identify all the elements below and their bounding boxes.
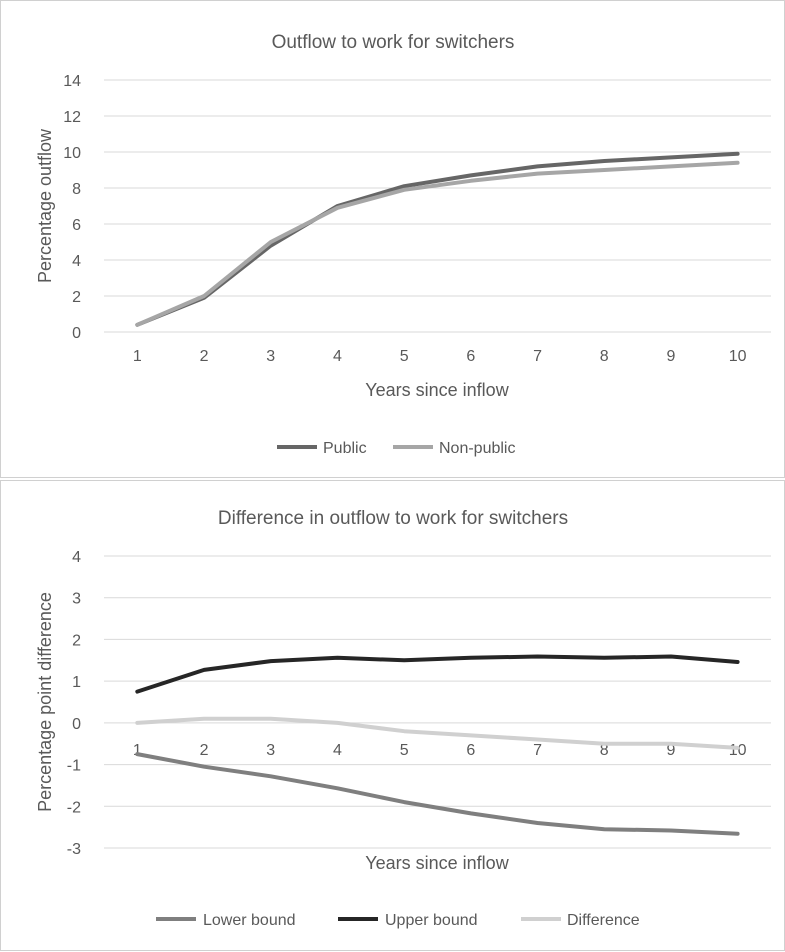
- chart-title: Outflow to work for switchers: [272, 32, 515, 53]
- x-tick-label: 6: [466, 742, 475, 759]
- y-tick-label: -3: [67, 841, 81, 858]
- difference-chart: Difference in outflow to work for switch…: [35, 508, 771, 929]
- y-tick-label: -1: [67, 758, 81, 775]
- y-tick-label: 4: [72, 549, 81, 566]
- legend-label: Public: [323, 440, 367, 457]
- x-tick-label: 2: [200, 742, 209, 759]
- y-tick-label: 2: [72, 632, 81, 649]
- y-tick-label: 10: [63, 145, 81, 162]
- x-tick-label: 7: [533, 742, 542, 759]
- legend-label: Upper bound: [385, 912, 478, 929]
- y-axis-label: Percentage outflow: [35, 128, 55, 283]
- y-tick-label: 8: [72, 181, 81, 198]
- x-tick-label: 8: [600, 742, 609, 759]
- y-tick-label: 0: [72, 325, 81, 342]
- series-line-difference: [135, 716, 740, 750]
- y-tick-label: 1: [72, 674, 81, 691]
- x-tick-label: 5: [400, 348, 409, 365]
- x-axis-label: Years since inflow: [365, 853, 509, 873]
- series-line-upper-bound: [135, 654, 740, 694]
- y-tick-label: 2: [72, 289, 81, 306]
- legend-label: Non-public: [439, 440, 515, 457]
- x-tick-label: 7: [533, 348, 542, 365]
- y-tick-label: -2: [67, 799, 81, 816]
- legend-label: Difference: [567, 912, 640, 929]
- x-tick-label: 6: [466, 348, 475, 365]
- x-tick-label: 9: [666, 742, 675, 759]
- x-tick-label: 2: [200, 348, 209, 365]
- x-axis-label: Years since inflow: [365, 380, 509, 400]
- x-tick-label: 1: [133, 348, 142, 365]
- y-tick-label: 12: [63, 109, 81, 126]
- y-axis-label: Percentage point difference: [35, 592, 55, 812]
- x-tick-label: 10: [729, 348, 747, 365]
- chart-panel-outflow: Outflow to work for switchers 0 2 4 6 8 10 12 14…: [0, 0, 785, 478]
- chart-title: Difference in outflow to work for switch…: [218, 508, 568, 529]
- y-tick-label: 14: [63, 73, 81, 90]
- x-tick-label: 9: [666, 348, 675, 365]
- y-tick-label: 6: [72, 217, 81, 234]
- x-tick-label: 3: [266, 348, 275, 365]
- series-line-lower-bound: [135, 752, 740, 836]
- y-tick-label: 3: [72, 591, 81, 608]
- x-tick-label: 1: [133, 742, 142, 759]
- x-tick-label: 8: [600, 348, 609, 365]
- x-tick-label: 4: [333, 348, 342, 365]
- outflow-chart: Outflow to work for switchers02468101214…: [35, 32, 771, 457]
- y-tick-label: 4: [72, 253, 81, 270]
- legend-label: Lower bound: [203, 912, 296, 929]
- y-tick-label: 0: [72, 716, 81, 733]
- chart-panel-difference: Difference in outflow to work for switch…: [0, 480, 785, 951]
- x-tick-label: 10: [729, 742, 747, 759]
- x-tick-label: 4: [333, 742, 342, 759]
- series-line-non-public: [135, 160, 740, 327]
- series-line-public: [135, 151, 740, 327]
- x-tick-label: 5: [400, 742, 409, 759]
- x-tick-label: 3: [266, 742, 275, 759]
